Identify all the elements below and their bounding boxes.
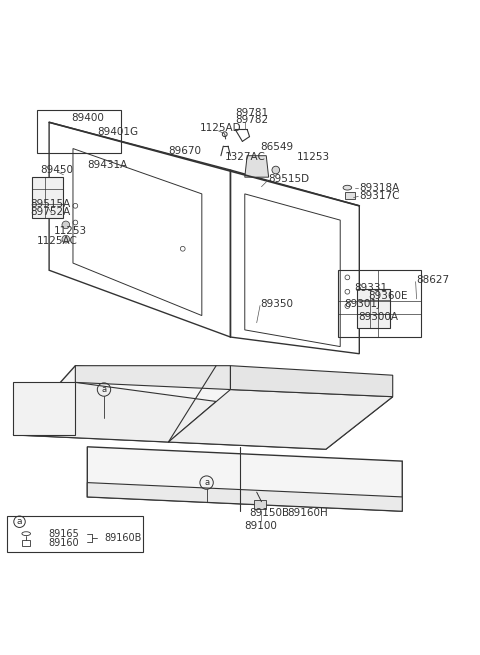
Polygon shape bbox=[33, 177, 63, 217]
Text: 89301J: 89301J bbox=[344, 299, 380, 309]
Ellipse shape bbox=[343, 185, 352, 190]
Bar bbox=[345, 192, 356, 198]
Bar bbox=[254, 500, 266, 509]
Text: 89150B: 89150B bbox=[250, 508, 289, 517]
Text: 11253: 11253 bbox=[54, 225, 87, 236]
Text: 1125AC: 1125AC bbox=[37, 236, 78, 246]
Text: 89670: 89670 bbox=[168, 146, 202, 156]
Bar bbox=[37, 110, 120, 153]
Text: 89781: 89781 bbox=[235, 108, 268, 118]
Text: 89100: 89100 bbox=[244, 521, 276, 531]
Text: 89160H: 89160H bbox=[287, 508, 327, 517]
Polygon shape bbox=[230, 365, 393, 397]
Text: 11253: 11253 bbox=[297, 152, 330, 162]
Circle shape bbox=[62, 221, 70, 229]
Text: 89165: 89165 bbox=[48, 529, 79, 538]
Text: 1327AC: 1327AC bbox=[225, 152, 265, 162]
Polygon shape bbox=[357, 290, 390, 328]
Polygon shape bbox=[13, 365, 393, 449]
Text: 89360E: 89360E bbox=[368, 291, 408, 301]
Text: 89400: 89400 bbox=[71, 113, 104, 124]
Text: 89782: 89782 bbox=[235, 115, 268, 125]
Text: 89160B: 89160B bbox=[104, 533, 142, 543]
Text: 89317C: 89317C bbox=[360, 191, 400, 201]
Text: 89515A: 89515A bbox=[30, 199, 70, 210]
Bar bbox=[7, 516, 143, 552]
Text: a: a bbox=[101, 385, 107, 394]
Polygon shape bbox=[13, 383, 75, 435]
Text: 88627: 88627 bbox=[417, 275, 450, 285]
Bar bbox=[22, 540, 31, 546]
Polygon shape bbox=[13, 383, 216, 442]
Text: 89752A: 89752A bbox=[30, 207, 70, 217]
Text: 1125AD: 1125AD bbox=[199, 123, 241, 133]
Text: 89450: 89450 bbox=[40, 165, 73, 175]
Text: 89515D: 89515D bbox=[269, 174, 310, 183]
Polygon shape bbox=[245, 156, 269, 177]
Text: a: a bbox=[204, 478, 209, 487]
Circle shape bbox=[62, 235, 70, 243]
Bar bbox=[338, 271, 421, 337]
Polygon shape bbox=[75, 365, 230, 390]
Text: 86549: 86549 bbox=[261, 142, 294, 152]
Text: a: a bbox=[17, 517, 22, 526]
Polygon shape bbox=[168, 390, 393, 449]
Polygon shape bbox=[87, 447, 402, 512]
Polygon shape bbox=[87, 483, 402, 512]
Text: 89300A: 89300A bbox=[359, 312, 398, 322]
Text: 89318A: 89318A bbox=[360, 183, 399, 193]
Text: 89350: 89350 bbox=[260, 299, 293, 309]
Text: 89160: 89160 bbox=[48, 538, 79, 548]
Text: 89331: 89331 bbox=[355, 283, 388, 293]
Text: 89401G: 89401G bbox=[97, 127, 138, 137]
Circle shape bbox=[272, 166, 280, 174]
Text: 89431A: 89431A bbox=[87, 160, 128, 170]
